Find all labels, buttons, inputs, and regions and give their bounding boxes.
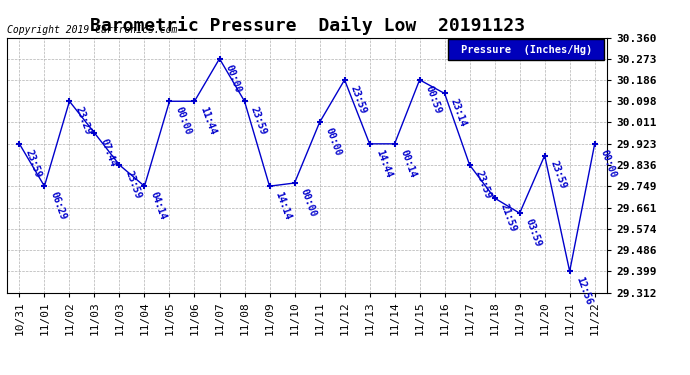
Text: 14:44: 14:44 [374, 148, 393, 179]
Text: 04:14: 04:14 [148, 190, 168, 221]
Text: 07:44: 07:44 [99, 137, 118, 168]
FancyBboxPatch shape [448, 39, 604, 60]
Text: 00:59: 00:59 [424, 84, 443, 115]
Text: Copyright 2019 Cartronics.com: Copyright 2019 Cartronics.com [7, 25, 177, 35]
Text: Pressure  (Inches/Hg): Pressure (Inches/Hg) [460, 45, 592, 55]
Text: 11:44: 11:44 [199, 105, 218, 136]
Text: 21:59: 21:59 [499, 202, 518, 233]
Text: 03:59: 03:59 [524, 217, 543, 248]
Text: 23:59: 23:59 [124, 169, 143, 200]
Text: 00:00: 00:00 [224, 63, 243, 94]
Text: 00:00: 00:00 [324, 127, 343, 158]
Text: 00:00: 00:00 [299, 187, 318, 218]
Title: Barometric Pressure  Daily Low  20191123: Barometric Pressure Daily Low 20191123 [90, 16, 524, 34]
Text: 00:00: 00:00 [599, 148, 618, 179]
Text: 23:29: 23:29 [74, 105, 93, 136]
Text: 00:00: 00:00 [174, 105, 193, 136]
Text: 00:14: 00:14 [399, 148, 418, 179]
Text: 14:14: 14:14 [274, 190, 293, 221]
Text: 23:59: 23:59 [348, 84, 368, 115]
Text: 12:56: 12:56 [574, 276, 593, 306]
Text: 23:59: 23:59 [23, 148, 43, 179]
Text: 23:59: 23:59 [549, 160, 569, 191]
Text: 23:59: 23:59 [474, 169, 493, 200]
Text: 23:59: 23:59 [248, 105, 268, 136]
Text: 23:14: 23:14 [448, 98, 469, 129]
Text: 06:29: 06:29 [48, 190, 68, 221]
